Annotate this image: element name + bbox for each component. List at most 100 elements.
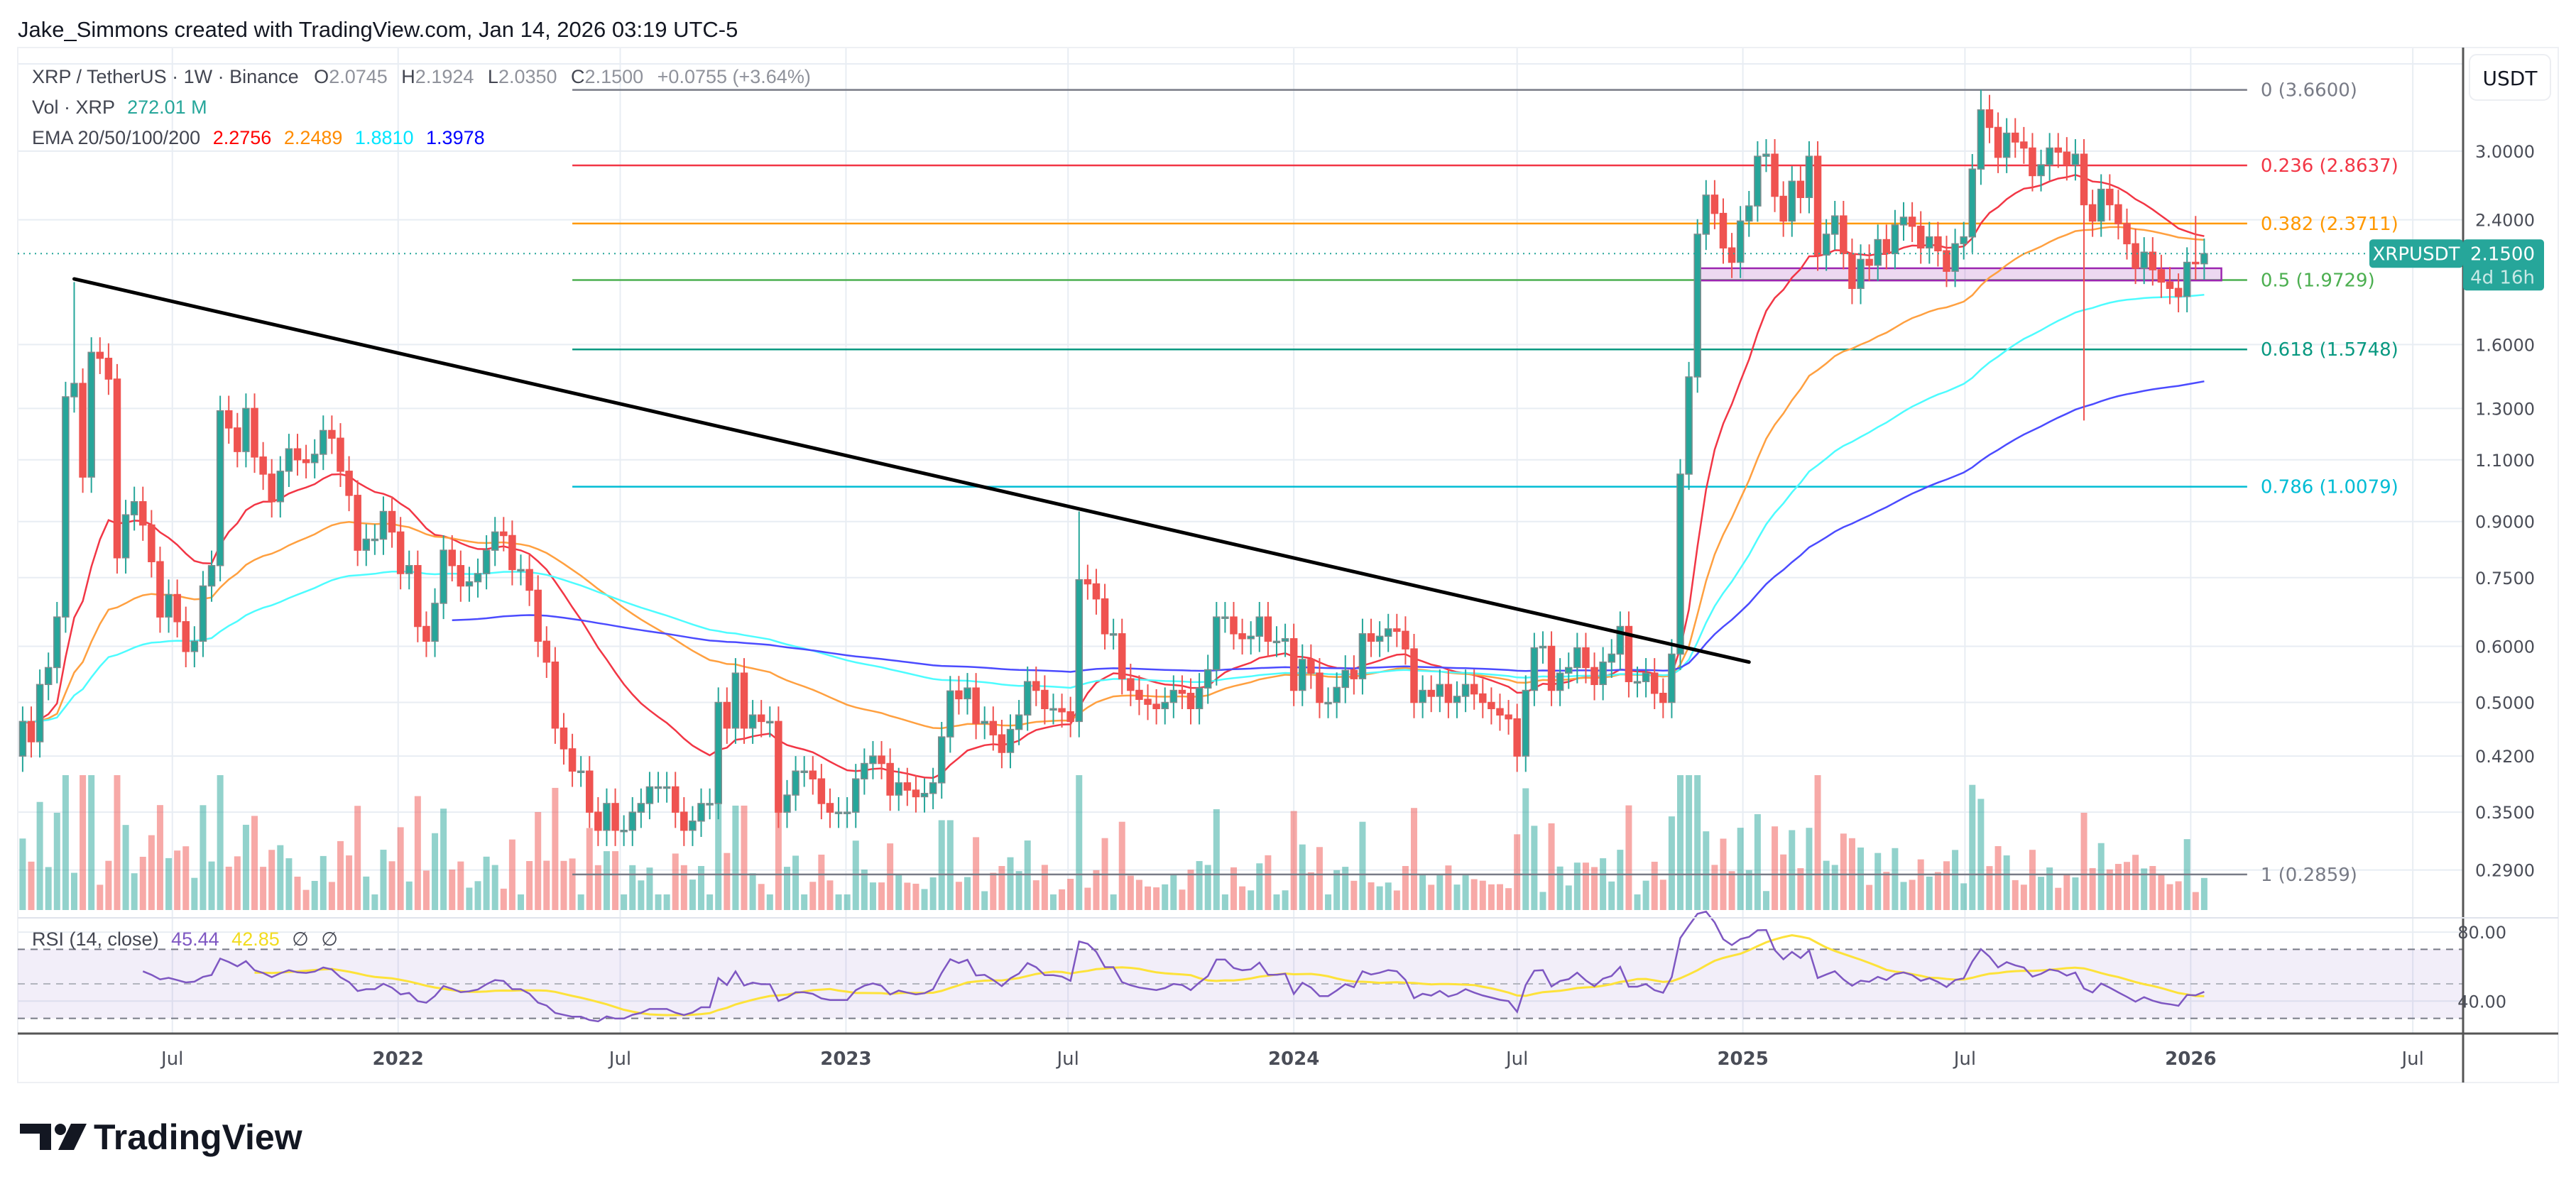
candle-up (276, 471, 285, 503)
candle-down (1135, 689, 1143, 700)
volume-bar (1556, 866, 1563, 910)
ema100-value: 1.8810 (355, 127, 414, 148)
trendline-line[interactable] (72, 277, 1751, 664)
volume-bar (2200, 877, 2207, 910)
volume-bar (1368, 882, 1375, 910)
volume-bar (19, 838, 26, 910)
candle-down (2174, 287, 2183, 297)
tradingview-logo[interactable]: TradingView (20, 1117, 302, 1157)
candle-up (1745, 205, 1753, 222)
candle-up (843, 811, 851, 814)
open-value: 2.0745 (329, 66, 388, 87)
volume-bar (1634, 894, 1641, 910)
currency-label[interactable]: USDT (2483, 67, 2538, 90)
volume-bar (483, 856, 490, 910)
volume-bar (354, 806, 361, 910)
ema-legend[interactable]: EMA 20/50/100/200 2.2756 2.2489 1.8810 1… (32, 127, 485, 148)
candle-down (723, 701, 731, 729)
candle-down (568, 748, 577, 772)
candle-up (1951, 243, 1959, 272)
volume-bar (775, 775, 782, 910)
volume-bar (1230, 867, 1237, 910)
candle-down (1659, 692, 1667, 703)
candle-up (2046, 147, 2053, 165)
volume-bar (268, 850, 275, 910)
candle-up (1049, 708, 1057, 711)
candle-down (1813, 155, 1822, 256)
volume-bar (1333, 870, 1341, 910)
candle-up (1204, 669, 1212, 689)
candle-down (1032, 681, 1040, 691)
candle-down (234, 427, 241, 452)
support-zone-rect[interactable] (1696, 267, 2222, 282)
time-tick-label: Jul (608, 1048, 631, 1070)
currency-button[interactable]: USDT (2469, 54, 2551, 101)
volume-bar (809, 882, 817, 910)
attribution: Jake_Simmons created with TradingView.co… (18, 17, 738, 42)
trendline[interactable] (72, 277, 1751, 664)
rsi-band (18, 948, 2463, 1019)
volume-bar (105, 860, 112, 910)
rsi-legend[interactable]: RSI (14, close) 45.44 42.85 ∅ ∅ (32, 928, 338, 950)
time-tick-label: 2024 (1268, 1048, 1319, 1070)
candle-up (1023, 681, 1032, 716)
volume-bar (946, 820, 954, 910)
volume-label: Vol · XRP (32, 97, 115, 118)
candle-up (474, 573, 482, 583)
candle-down (1840, 215, 1848, 255)
volume-bar (2089, 867, 2096, 910)
candle-up (1461, 684, 1470, 697)
fib-retracement[interactable]: 0 (3.6600) 0.236 (2.8637) 0.382 (2.3711) 0.… (572, 80, 2398, 886)
volume-bar (2149, 865, 2156, 910)
symbol-tag: XRPUSDT (2373, 243, 2460, 265)
candle-up (1977, 109, 1985, 170)
candle-down (1178, 689, 1186, 694)
volume-bar (1076, 775, 1083, 910)
candle-down (1144, 698, 1152, 705)
candle-up (654, 786, 662, 789)
volume-bar (1041, 865, 1048, 910)
candle-up (1375, 635, 1384, 642)
volume-bar (1385, 882, 1392, 910)
candle-down (1410, 648, 1418, 703)
candle-up (706, 803, 714, 806)
volume-bar (2012, 880, 2019, 910)
candle-down (104, 357, 113, 380)
close-label: C (571, 66, 585, 87)
volume-bar (2166, 884, 2173, 910)
volume-bar (371, 894, 378, 910)
time-tick-label: Jul (160, 1048, 183, 1070)
rsi-axis[interactable]: 80.00 40.00 (2457, 923, 2506, 1012)
volume-bar (2038, 877, 2045, 910)
support-zone[interactable] (1696, 267, 2222, 282)
volume-bar (1728, 871, 1735, 910)
symbol-title[interactable]: XRP / TetherUS · 1W · Binance (32, 66, 299, 87)
candle-up (431, 603, 439, 642)
candle-down (1350, 669, 1358, 679)
volume-bar (732, 805, 739, 910)
candle-up (1822, 234, 1830, 256)
volume-bar (594, 865, 601, 910)
price-tick-label: 0.3500 (2475, 803, 2535, 823)
rsi-lines (142, 910, 2205, 1023)
price-axis[interactable]: 3.0000 2.4000 1.6000 1.3000 1.1000 0.9000 0.75… (2475, 142, 2535, 881)
currency-button-bg[interactable] (2469, 54, 2551, 101)
candle-up (1281, 638, 1289, 642)
candle-down (113, 378, 121, 559)
candle-up (1213, 616, 1221, 671)
high-value: 2.1924 (415, 66, 474, 87)
time-axis[interactable]: Jul 2022 Jul 2023 Jul 2024 Jul 2025 Jul 2026 Jul (160, 1048, 2424, 1070)
candle-up (121, 514, 130, 559)
volume-bar (1883, 872, 1890, 910)
candle-up (766, 720, 774, 724)
volume-legend[interactable]: Vol · XRP 272.01 M (32, 97, 207, 118)
candle-down (2088, 204, 2097, 222)
candle-down (989, 720, 998, 735)
candle-up (36, 684, 44, 743)
volume-bar (826, 880, 834, 910)
candle-down (293, 448, 302, 461)
volume-bar (1307, 872, 1314, 910)
symbol-legend[interactable]: XRP / TetherUS · 1W · Binance O2.0745 H2… (32, 66, 811, 87)
candle-down (2029, 147, 2036, 177)
